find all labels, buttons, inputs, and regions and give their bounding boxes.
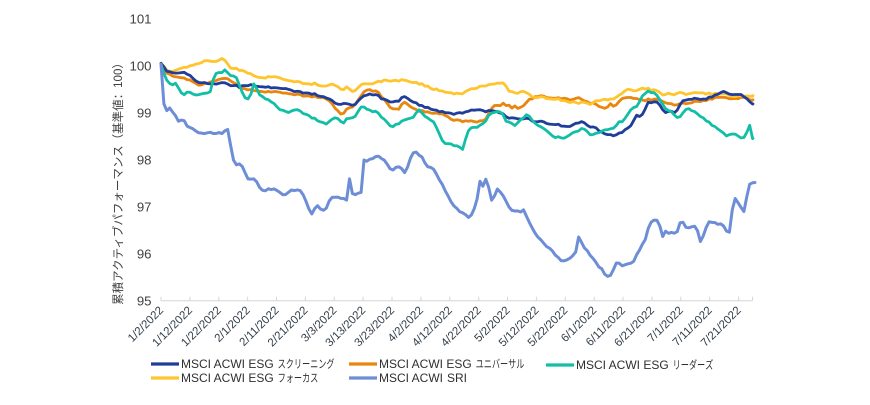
svg-text:MSCI ACWI: MSCI ACWI — [379, 371, 443, 385]
svg-text:累積アクティブパフォーマンス（基準値：100）: 累積アクティブパフォーマンス（基準値：100） — [111, 57, 125, 305]
svg-text:101: 101 — [129, 12, 151, 27]
svg-text:MSCI ACWI ESG: MSCI ACWI ESG — [181, 357, 274, 371]
svg-text:100: 100 — [129, 59, 151, 74]
svg-text:SRI: SRI — [447, 371, 467, 385]
svg-text:98: 98 — [137, 153, 152, 168]
svg-text:MSCI ACWI ESG: MSCI ACWI ESG — [379, 357, 472, 371]
svg-text:MSCI ACWI ESG: MSCI ACWI ESG — [181, 371, 274, 385]
svg-text:99: 99 — [137, 106, 152, 121]
svg-text:96: 96 — [137, 247, 152, 262]
svg-text:95: 95 — [137, 294, 152, 309]
svg-text:MSCI ACWI ESG: MSCI ACWI ESG — [576, 358, 669, 372]
svg-text:97: 97 — [137, 200, 152, 215]
